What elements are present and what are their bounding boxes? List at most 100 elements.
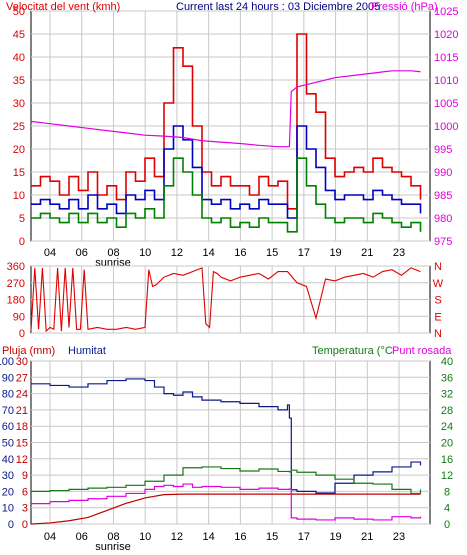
wind-x-tick-label: 19: [329, 247, 341, 259]
humidity-y-tick-label: 10: [2, 503, 14, 515]
wind-direction-line: [30, 267, 421, 333]
wind-y-tick-label: 15: [13, 167, 25, 179]
pressure-line: [30, 70, 421, 148]
wind-x-tick-label: 16: [234, 247, 246, 259]
temperature-y-tick-label: 32: [441, 389, 453, 401]
temp-x-tick-label: 08: [107, 531, 119, 543]
pressure-y-tick-label: 1010: [434, 75, 458, 87]
wind-x-tick-label: 17: [298, 247, 310, 259]
wind-y-tick-label: 25: [13, 121, 25, 133]
direction-y-tick-label: 270: [7, 278, 25, 290]
humidity-legend: Humitat: [68, 345, 106, 357]
wind-x-tick-label: 06: [76, 247, 88, 259]
direction-chart-series: [30, 267, 421, 333]
wind-y-tick-label: 20: [13, 144, 25, 156]
temp-x-tick-label: 17: [298, 531, 310, 543]
wind-y-tick-label: 30: [13, 98, 25, 110]
panel-wind-pressure: 0510152025303540455097598098599099510001…: [6, 1, 458, 269]
temperature-chart-axes: 0031062093012401550186021702480279030100…: [0, 356, 453, 553]
temperature-y-tick-label: 8: [444, 486, 450, 498]
temperature-chart-grid: [31, 360, 430, 525]
rain-y-tick-label: 30: [16, 356, 28, 368]
pressure-y-tick-label: 1020: [434, 29, 458, 41]
pressure-y-tick-label: 1025: [434, 6, 458, 18]
wind-x-tick-label: 04: [44, 247, 56, 259]
temperature-y-tick-label: 40: [441, 356, 453, 368]
temperature-axis-label: Temperatura (°C: [312, 345, 393, 357]
temp-x-tick-label: 21: [361, 531, 373, 543]
rain-y-tick-label: 18: [16, 421, 28, 433]
direction-y-tick-label: 180: [7, 295, 25, 307]
temperature-y-tick-label: 36: [441, 372, 453, 384]
wind-y-tick-label: 40: [13, 52, 25, 64]
humidity-y-tick-label: 30: [2, 470, 14, 482]
temp-x-tick-label: 04: [44, 531, 56, 543]
pressure-y-tick-label: 985: [434, 190, 452, 202]
humidity-y-tick-label: 70: [2, 405, 14, 417]
temperature-y-tick-label: 28: [441, 405, 453, 417]
temperature-y-tick-label: 4: [444, 503, 450, 515]
rain-y-tick-label: 15: [16, 438, 28, 450]
direction-chart-axes: 0 N 90 E 180 S 270 W 360 N: [7, 261, 444, 340]
wind-gust-line: [31, 33, 422, 210]
wind-y-tick-label: 35: [13, 75, 25, 87]
humidity-y-tick-label: 90: [2, 372, 14, 384]
pressure-y-tick-label: 1000: [434, 121, 458, 133]
compass-tick-label: W: [433, 278, 444, 290]
humidity-y-tick-label: 20: [2, 486, 14, 498]
humidity-y-tick-label: 100: [0, 356, 14, 368]
humidity-y-tick-label: 40: [2, 454, 14, 466]
temperature-y-tick-label: 0: [444, 519, 450, 531]
current-date-label: Current last 24 hours : 03 Diciembre 200…: [176, 1, 380, 13]
dewpoint-legend: Punt rosada: [392, 345, 452, 357]
wind-x-tick-label: 21: [361, 247, 373, 259]
temp-x-tick-label: 23: [393, 531, 405, 543]
direction-y-tick-label: 90: [13, 311, 25, 323]
humidity-y-tick-label: 0: [8, 519, 14, 531]
rain-y-tick-label: 27: [16, 372, 28, 384]
wind-y-tick-label: 50: [13, 6, 25, 18]
temperature-y-tick-label: 16: [441, 454, 453, 466]
direction-chart-grid: [31, 265, 430, 334]
pressure-y-tick-label: 995: [434, 144, 452, 156]
rain-axis-label: Pluja (mm): [2, 345, 55, 357]
wind-x-tick-label: 15: [266, 247, 278, 259]
wind-avg-line: [31, 125, 422, 219]
compass-tick-label: E: [434, 311, 441, 323]
wind-y-tick-label: 0: [19, 236, 25, 248]
pressure-title: Pressió (hPa): [371, 1, 438, 13]
wind-title: Velocitat del vent (kmh): [6, 1, 120, 13]
temperature-y-tick-label: 24: [441, 421, 453, 433]
temp-x-tick-label: 16: [234, 531, 246, 543]
wind-y-tick-label: 10: [13, 190, 25, 202]
temperature-line: [31, 466, 422, 495]
compass-tick-label: N: [434, 328, 442, 340]
temperature-y-tick-label: 12: [441, 470, 453, 482]
pressure-y-tick-label: 975: [434, 236, 452, 248]
rain-y-tick-label: 12: [16, 454, 28, 466]
wind-x-tick-label: 08: [107, 247, 119, 259]
temperature-chart-series: [30, 378, 422, 525]
direction-y-tick-label: 360: [7, 261, 25, 273]
wind-x-tick-label: 14: [203, 247, 215, 259]
sunrise-label: sunrise: [95, 541, 130, 553]
humidity-y-tick-label: 60: [2, 421, 14, 433]
pressure-y-tick-label: 1015: [434, 52, 458, 64]
wind-x-tick-label: 23: [393, 247, 405, 259]
humidity-y-tick-label: 80: [2, 389, 14, 401]
pressure-y-tick-label: 990: [434, 167, 452, 179]
rain-y-tick-label: 9: [22, 470, 28, 482]
rain-y-tick-label: 21: [16, 405, 28, 417]
wind-x-tick-label: 10: [139, 247, 151, 259]
dewpoint-line: [31, 483, 422, 521]
humidity-y-tick-label: 50: [2, 438, 14, 450]
temp-x-tick-label: 10: [139, 531, 151, 543]
rain-line: [30, 493, 421, 525]
compass-tick-label: S: [434, 295, 441, 307]
pressure-y-tick-label: 1005: [434, 98, 458, 110]
rain-y-tick-label: 3: [22, 503, 28, 515]
wind-min-line: [31, 157, 422, 233]
wind-chart-series: [30, 33, 422, 233]
temp-x-tick-label: 12: [171, 531, 183, 543]
